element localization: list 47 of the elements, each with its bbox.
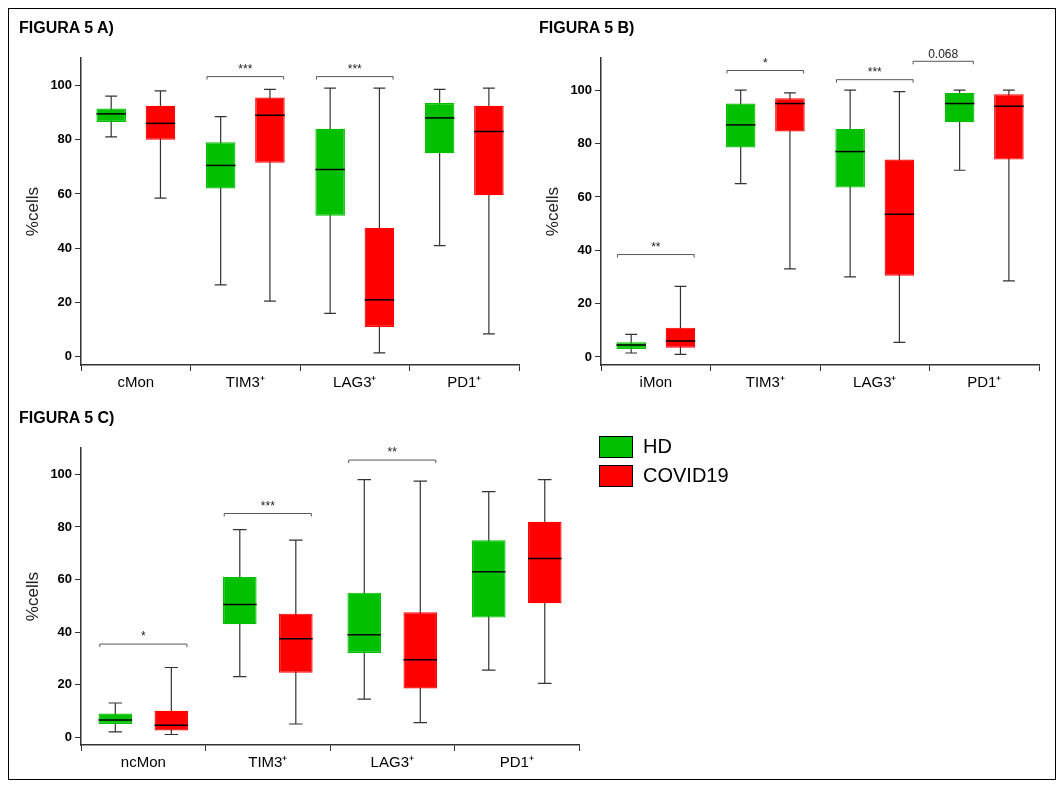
annotation: *** — [347, 61, 363, 76]
x-tick-label: cMon — [117, 373, 155, 391]
y-tick-label: 0 — [64, 728, 73, 744]
x-tick-label: LAG3⁺ — [333, 373, 377, 391]
annotation: ** — [387, 445, 398, 460]
chart-title: FIGURA 5 C) — [19, 409, 115, 427]
y-tick-label: 20 — [577, 295, 593, 311]
y-tick-label: 40 — [57, 239, 73, 255]
x-tick-label: TIM3⁺ — [225, 373, 265, 391]
chart-title: FIGURA 5 A) — [19, 19, 114, 37]
y-tick-label: 80 — [577, 135, 593, 151]
y-tick-label: 60 — [57, 571, 73, 587]
y-tick-label: 100 — [50, 76, 73, 92]
x-tick-label: TIM3⁺ — [248, 753, 288, 771]
x-tick-label: TIM3⁺ — [745, 373, 785, 391]
y-tick-label: 0 — [64, 348, 73, 364]
annotation: *** — [238, 61, 253, 76]
y-tick-label: 40 — [57, 623, 73, 639]
y-tick-label: 20 — [57, 294, 73, 310]
x-tick-label: LAG3⁺ — [370, 753, 414, 771]
legend-label: HD — [643, 435, 672, 458]
annotation: * — [140, 629, 146, 644]
chart-title: FIGURA 5 B) — [539, 19, 635, 37]
annotation: *** — [867, 64, 883, 79]
x-tick-label: ncMon — [120, 753, 166, 771]
x-tick-label: iMon — [639, 373, 673, 391]
x-tick-label: PD1⁺ — [499, 753, 534, 771]
y-tick-label: 60 — [577, 188, 593, 204]
annotation: * — [762, 55, 768, 70]
x-tick-label: PD1⁺ — [447, 373, 482, 391]
x-tick-label: LAG3⁺ — [853, 373, 897, 391]
annotation: 0.068 — [928, 46, 959, 61]
y-axis-title: %cells — [22, 572, 42, 622]
y-tick-label: 40 — [577, 241, 593, 257]
x-tick-label: PD1⁺ — [967, 373, 1002, 391]
y-tick-label: 80 — [57, 518, 73, 534]
annotation: *** — [260, 498, 276, 513]
y-tick-label: 0 — [584, 348, 593, 364]
y-axis-title: %cells — [22, 187, 42, 237]
y-tick-label: 60 — [57, 185, 73, 201]
legend-label: COVID19 — [643, 464, 729, 487]
annotation: ** — [651, 239, 661, 254]
y-tick-label: 100 — [570, 81, 593, 97]
y-tick-label: 20 — [57, 676, 73, 692]
y-tick-label: 100 — [50, 466, 73, 482]
y-tick-label: 80 — [57, 131, 73, 147]
y-axis-title: %cells — [542, 187, 562, 237]
